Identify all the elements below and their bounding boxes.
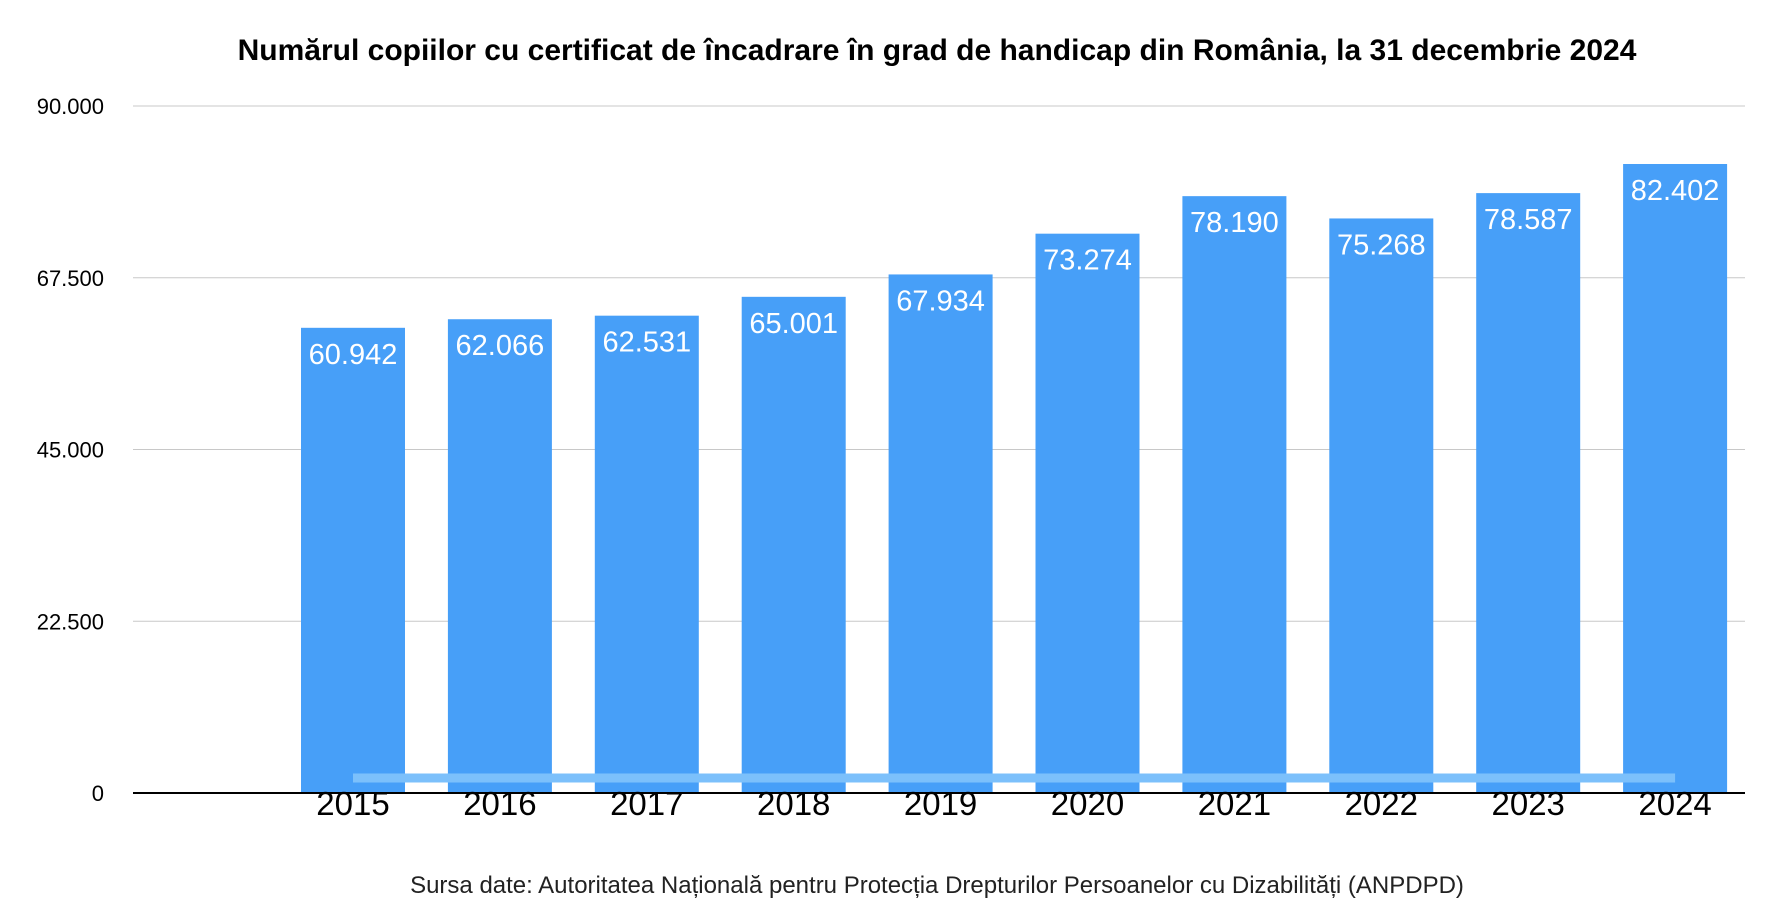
source-note: Sursa date: Autoritatea Națională pentru…: [410, 872, 1464, 899]
data-label: 75.268: [1337, 229, 1426, 261]
bar-2015: [301, 327, 405, 793]
x-axis-ticks: 2015 2016 2017 2018 2019 2020 2021 2022 2023 2024: [316, 785, 1712, 822]
y-tick-label: 67.500: [37, 266, 104, 291]
x-tick-label: 2024: [1638, 785, 1711, 822]
bar-2024: [1623, 163, 1728, 794]
x-tick-label: 2016: [463, 785, 536, 822]
x-axis-baseline: [133, 773, 1745, 794]
x-tick-label: 2021: [1198, 785, 1271, 822]
x-tick-label: 2023: [1491, 785, 1564, 822]
bar-2018: [741, 296, 846, 793]
bar-2016: [447, 319, 552, 793]
y-axis-ticks: 0 22.500 45.000 67.500 90.000: [37, 94, 104, 806]
bar-2021: [1182, 196, 1287, 794]
data-label: 82.402: [1631, 175, 1720, 207]
y-tick-label: 0: [92, 781, 104, 806]
chart-title: Numărul copiilor cu certificat de încadr…: [238, 34, 1637, 67]
bars: [301, 163, 1728, 794]
data-label: 60.942: [309, 339, 398, 371]
x-tick-label: 2017: [610, 785, 683, 822]
data-label: 62.066: [456, 330, 545, 362]
x-tick-label: 2015: [316, 785, 389, 822]
data-label: 73.274: [1043, 245, 1132, 277]
data-labels: 60.942 62.066 62.531 65.001 67.934 73.274 78.1…: [309, 175, 1720, 371]
data-label: 78.587: [1484, 204, 1573, 236]
x-tick-label: 2022: [1345, 785, 1418, 822]
bar-2023: [1476, 193, 1581, 793]
y-tick-label: 22.500: [37, 609, 104, 634]
data-label: 67.934: [896, 285, 985, 317]
bar-2022: [1329, 218, 1434, 793]
x-tick-label: 2019: [904, 785, 977, 822]
y-tick-label: 90.000: [37, 94, 104, 119]
data-label: 65.001: [749, 308, 838, 340]
bar-2019: [888, 274, 993, 793]
x-tick-label: 2020: [1051, 785, 1124, 822]
bar-2020: [1035, 233, 1140, 793]
x-tick-label: 2018: [757, 785, 830, 822]
bar-2017: [594, 315, 699, 793]
data-label: 62.531: [602, 327, 691, 359]
data-label: 78.190: [1190, 207, 1279, 239]
y-tick-label: 45.000: [37, 438, 104, 463]
